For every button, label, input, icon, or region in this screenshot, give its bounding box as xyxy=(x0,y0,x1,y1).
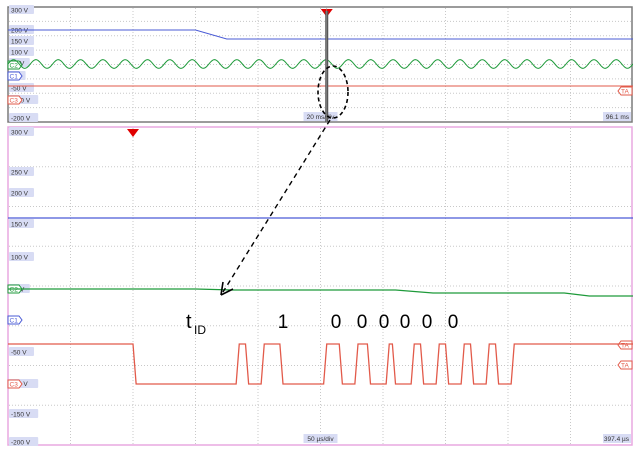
timebase-label-bg xyxy=(303,434,338,443)
y-tick-label-bg xyxy=(9,113,39,122)
bit-label: 0 xyxy=(400,312,411,333)
channel-label: C1 xyxy=(10,74,19,81)
trace-marker xyxy=(617,86,633,96)
bit-label: 0 xyxy=(331,312,342,333)
channel-marker xyxy=(7,315,23,325)
channel-label: C1 xyxy=(10,318,19,325)
panel-frame xyxy=(7,126,633,446)
annotation-subscript: ID xyxy=(194,323,206,337)
y-tick-label: 100 V xyxy=(11,50,29,57)
zoom-arrow-line xyxy=(222,119,331,293)
timebase-label: 20 ms/div xyxy=(307,114,336,121)
y-tick-label-bg xyxy=(9,437,39,446)
y-tick-label-bg xyxy=(9,409,39,418)
y-tick-label-bg xyxy=(9,36,34,45)
y-tick-label-bg xyxy=(9,219,34,228)
y-tick-label-bg xyxy=(9,127,34,136)
channel-label: C3 xyxy=(10,98,19,105)
y-tick-label-bg xyxy=(9,188,34,197)
y-tick-label: 200 V xyxy=(11,28,29,35)
y-tick-label: 100 V xyxy=(11,255,29,262)
channel-label: C2 xyxy=(10,287,19,294)
channel-marker xyxy=(7,71,23,81)
trace-label: TA xyxy=(621,89,629,96)
y-tick-label: -200 V xyxy=(11,440,31,447)
channel-label: C2 xyxy=(10,63,19,70)
channel-marker xyxy=(7,95,23,105)
trace-label: TA xyxy=(621,363,629,370)
right-time-label: 397.4 µs xyxy=(604,436,630,443)
y-tick-label: 300 V xyxy=(11,130,29,137)
y-tick-label: 250 V xyxy=(11,170,29,177)
y-tick-label-bg xyxy=(9,167,34,176)
bit-label: 0 xyxy=(379,312,390,333)
y-tick-label: -50 V xyxy=(11,350,27,357)
bit-label: 0 xyxy=(448,312,459,333)
y-tick-label: -200 V xyxy=(11,116,31,123)
series-line-1 xyxy=(8,29,633,40)
annotation-label: t xyxy=(186,311,192,333)
timebase-label-bg xyxy=(303,112,338,121)
channel-label: C3 xyxy=(10,382,19,389)
right-time-label-bg xyxy=(603,112,631,121)
series-line-2 xyxy=(7,59,633,69)
y-tick-label: 200 V xyxy=(11,191,29,198)
timebase-label: 50 µs/div xyxy=(307,436,334,443)
bit-label: 1 xyxy=(278,312,289,333)
bit-label: 0 xyxy=(422,312,433,333)
right-time-label: 96.1 ms xyxy=(606,114,630,121)
y-tick-label: 150 V xyxy=(11,39,29,46)
y-tick-label-bg xyxy=(9,252,34,261)
y-tick-label: -50 V xyxy=(11,86,27,93)
right-time-label-bg xyxy=(603,434,631,443)
y-tick-label-bg xyxy=(9,47,34,56)
y-tick-label: 150 V xyxy=(11,222,29,229)
y-tick-label: 0 V xyxy=(18,381,28,388)
y-tick-label: 300 V xyxy=(11,8,29,15)
y-tick-label-bg xyxy=(9,83,34,92)
trace-marker xyxy=(617,340,633,350)
series-line-2 xyxy=(8,288,633,297)
trace-label: TA xyxy=(621,343,629,350)
y-tick-label-bg xyxy=(9,5,34,14)
bit-label: 0 xyxy=(357,312,368,333)
channel-marker xyxy=(7,379,23,389)
zoom-arrow-head xyxy=(220,281,234,296)
zoom-region-ellipse xyxy=(317,65,349,119)
y-tick-label: -150 V xyxy=(11,412,31,419)
trace-marker xyxy=(617,360,633,370)
series-line-3 xyxy=(8,343,633,385)
trigger-marker xyxy=(127,129,139,137)
zoom-annotation-overlay xyxy=(220,65,349,296)
y-tick-label-bg xyxy=(9,347,34,356)
